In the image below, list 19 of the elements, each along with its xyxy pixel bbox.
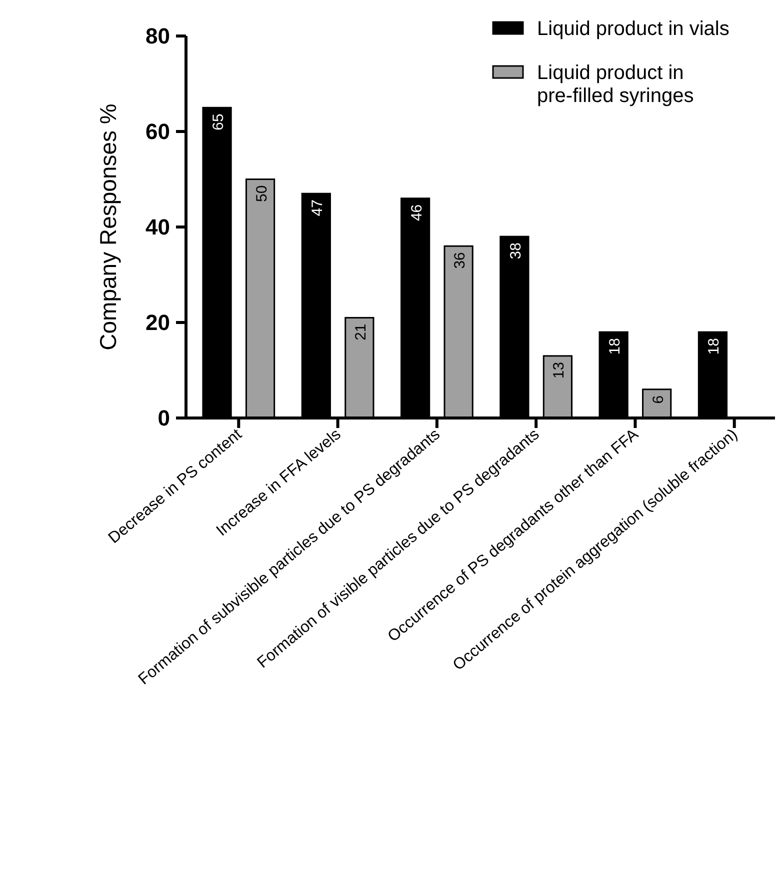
- y-tick-label: 20: [146, 310, 170, 336]
- data-label: 47: [309, 200, 326, 216]
- data-label: 46: [408, 204, 426, 222]
- data-label: 36: [452, 252, 469, 269]
- data-label: 18: [706, 338, 723, 355]
- data-label: 21: [352, 324, 370, 340]
- legend-label: Liquid product in pre-filled syringes: [537, 62, 694, 107]
- data-label: 50: [253, 185, 270, 202]
- y-tick-label: 60: [146, 119, 170, 144]
- y-tick-label: 80: [146, 24, 170, 49]
- y-tick-label: 0: [158, 406, 170, 431]
- data-label: 65: [210, 114, 228, 130]
- data-label: 38: [507, 242, 524, 260]
- data-label: 18: [606, 338, 624, 355]
- legend-label: Liquid product in vials: [537, 18, 730, 40]
- y-axis-title: Company Responses %: [95, 104, 121, 350]
- data-label: 6: [650, 395, 667, 404]
- data-label: 13: [550, 362, 568, 379]
- y-tick-label: 40: [146, 214, 170, 240]
